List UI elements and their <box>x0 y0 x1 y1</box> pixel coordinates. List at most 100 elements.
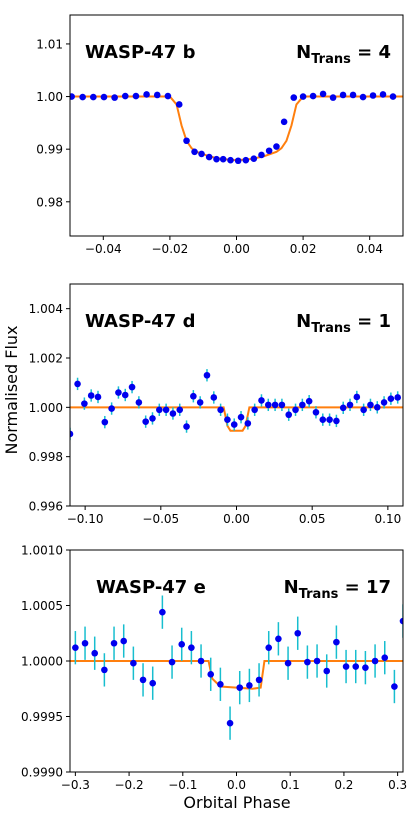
data-point <box>217 406 224 414</box>
data-point <box>176 406 184 414</box>
data-point <box>294 629 302 637</box>
y-axis-label: Normalised Flux <box>2 325 21 454</box>
n-trans-symbol: N <box>296 311 311 332</box>
data-point <box>219 155 227 163</box>
n-trans-value: = 17 <box>338 577 391 598</box>
data-point <box>284 659 292 667</box>
y-tick-label: 0.99 <box>36 143 63 157</box>
x-tick-label: 0.02 <box>290 242 317 256</box>
x-tick-label: −0.10 <box>67 512 104 526</box>
data-point <box>210 394 218 401</box>
data-point <box>149 415 156 422</box>
data-point <box>362 664 369 671</box>
data-point <box>79 93 86 101</box>
data-point <box>217 681 224 688</box>
data-point <box>299 93 307 100</box>
data-point <box>326 416 333 423</box>
data-point <box>183 137 190 145</box>
data-point <box>258 151 265 159</box>
data-point <box>130 659 137 667</box>
x-tick-label: −0.2 <box>115 778 144 792</box>
data-point <box>280 118 288 126</box>
data-point <box>132 92 140 100</box>
data-point <box>205 153 213 161</box>
x-tick-label: −0.3 <box>61 778 90 792</box>
x-tick-label: 0.0 <box>227 778 246 792</box>
data-point <box>94 393 102 401</box>
data-point <box>380 399 388 406</box>
y-tick-label: 0.9990 <box>21 766 63 780</box>
plot-area <box>70 90 403 165</box>
y-tick-label: 0.98 <box>36 195 63 209</box>
data-point <box>285 411 293 419</box>
data-point <box>251 406 258 414</box>
data-point <box>168 658 176 666</box>
y-tick-label: 0.996 <box>29 500 63 514</box>
data-point <box>203 371 211 379</box>
data-point <box>323 667 331 675</box>
n-trans-subscript: Trans <box>299 587 339 602</box>
data-point <box>156 406 163 414</box>
x-tick-label: −0.05 <box>142 512 179 526</box>
data-point <box>250 155 258 162</box>
panel-title: WASP-47 d <box>85 311 196 332</box>
data-point <box>224 416 231 423</box>
data-point <box>329 94 337 101</box>
y-tick-label: 1.00 <box>36 90 63 104</box>
data-point <box>389 93 397 100</box>
data-point <box>169 410 177 417</box>
data-point <box>278 401 286 409</box>
data-point <box>305 397 313 405</box>
n-trans-symbol: N <box>284 577 299 598</box>
data-point <box>191 148 198 156</box>
data-point <box>271 401 279 409</box>
data-point <box>128 383 136 391</box>
x-tick-label: 0.3 <box>388 778 407 792</box>
data-point <box>115 389 122 396</box>
data-point <box>110 639 118 647</box>
y-tick-label: 1.0005 <box>21 599 63 613</box>
data-point <box>258 397 265 404</box>
data-point <box>237 413 245 421</box>
data-point <box>197 657 205 665</box>
x-tick-label: 0.04 <box>356 242 383 256</box>
data-point <box>265 147 273 155</box>
data-point <box>339 91 347 99</box>
data-point <box>371 657 379 665</box>
n-trans-annotation: NTrans = 1 <box>296 311 391 336</box>
data-point <box>230 421 238 428</box>
data-point <box>108 405 115 412</box>
x-tick-label: −0.02 <box>152 242 189 256</box>
data-point <box>101 418 109 426</box>
data-point <box>175 101 183 108</box>
data-point <box>87 392 95 399</box>
data-point <box>313 657 321 665</box>
data-point <box>81 400 88 407</box>
data-point <box>226 719 234 727</box>
n-trans-value: = 4 <box>351 42 391 63</box>
data-point <box>149 679 157 687</box>
data-point <box>373 404 381 411</box>
data-point <box>234 157 242 165</box>
y-tick-label: 1.0010 <box>21 544 63 558</box>
data-point <box>101 666 108 674</box>
data-point <box>190 392 197 400</box>
data-point <box>349 91 357 99</box>
data-point <box>387 395 395 403</box>
n-trans-annotation: NTrans = 17 <box>284 577 391 602</box>
data-point <box>246 682 253 689</box>
y-tick-label: 0.9995 <box>21 710 63 724</box>
data-point <box>236 684 244 691</box>
panel-title: WASP-47 b <box>85 42 196 63</box>
data-point <box>72 644 79 651</box>
data-point <box>74 380 81 388</box>
data-point <box>304 658 311 666</box>
data-point <box>360 406 367 414</box>
data-point <box>290 94 298 101</box>
x-tick-label: −0.1 <box>168 778 197 792</box>
data-point <box>264 401 272 409</box>
n-trans-subscript: Trans <box>311 52 351 67</box>
plot-area <box>70 369 403 441</box>
data-point <box>100 93 108 101</box>
y-tick-label: 1.01 <box>36 37 63 51</box>
